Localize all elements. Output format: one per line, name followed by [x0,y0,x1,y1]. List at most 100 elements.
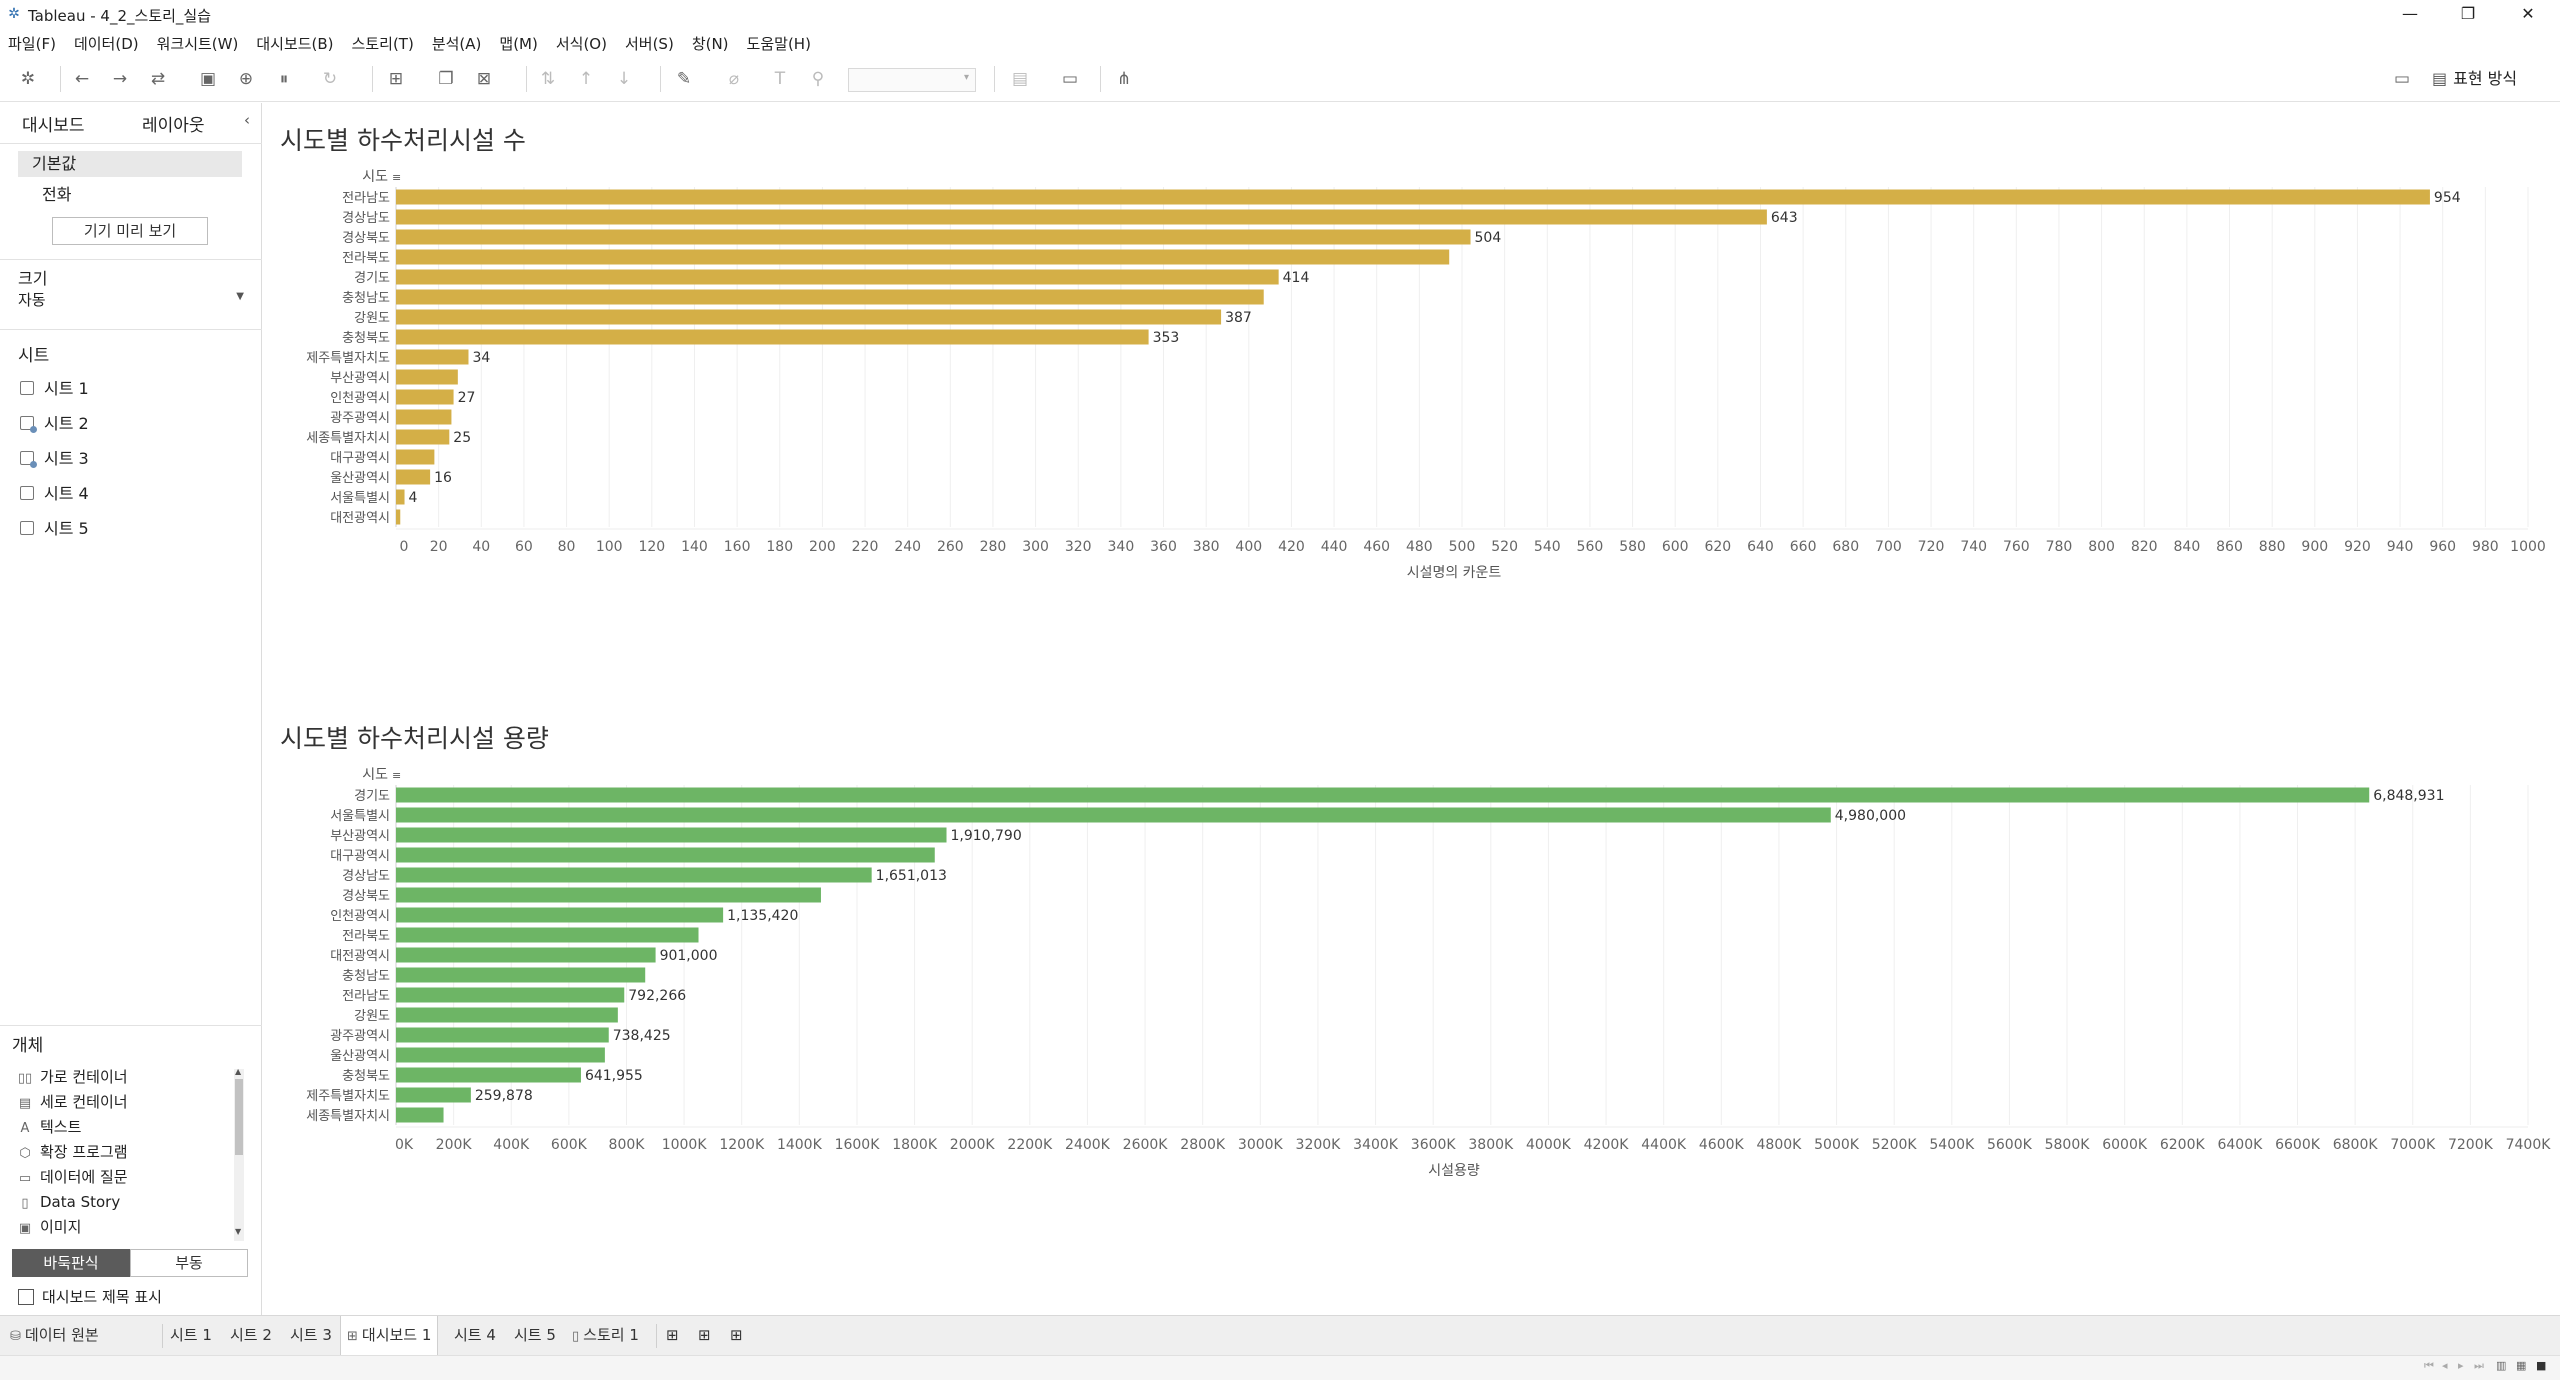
tab-sheet-4[interactable]: 시트 4 [454,1326,496,1344]
tab-story-1[interactable]: ▯ 스토리 1 [566,1316,645,1356]
sheet-sorter-icon[interactable]: ▦ [2516,1359,2527,1372]
highlight-icon[interactable]: ✎ [676,69,692,89]
first-tab-icon[interactable]: ⏮ [2424,1359,2434,1372]
menu-format[interactable]: 서식(O) [555,34,607,53]
show-cards-icon[interactable]: ▤ [1011,69,1029,89]
show-labels-icon[interactable]: T [774,69,786,89]
menu-file[interactable]: 파일(F) [8,34,56,53]
text-icon: A [20,1121,30,1136]
last-tab-icon[interactable]: ⏭ [2474,1359,2484,1372]
sort-ascending-icon[interactable]: ↑ [578,69,594,89]
tab-layout[interactable]: 레이아웃 [142,116,205,136]
device-phone[interactable]: 전화 [42,185,72,204]
menu-dashboard[interactable]: 대시보드(B) [256,34,334,53]
redo-icon[interactable]: → [112,69,128,89]
bar [396,1007,618,1023]
bar [396,489,405,505]
fit-dropdown[interactable]: ▾ [848,68,976,92]
object-image[interactable]: ▣ 이미지 [16,1216,82,1238]
menu-data[interactable]: 데이터(D) [73,34,139,53]
scroll-down-icon[interactable]: ▼ [235,1227,242,1236]
object-extension[interactable]: ⬡ 확장 프로그램 [16,1141,127,1163]
category-label: 세종특별자치시 [306,1109,390,1124]
tab-sheet-3[interactable]: 시트 3 [290,1326,332,1344]
data-label: 34 [472,350,490,366]
undo-icon[interactable]: ← [74,69,90,89]
menu-server[interactable]: 서버(S) [624,34,674,53]
clear-sheet-icon[interactable]: ⊠ [476,69,492,89]
sheet-item-1[interactable]: 시트 1 [20,377,89,401]
device-preview-button[interactable]: 기기 미리 보기 [52,217,208,245]
x-axis-title: 시설명의 카운트 [1407,565,1502,581]
objects-scrollbar[interactable]: ▲ ▼ [234,1067,244,1241]
menu-story[interactable]: 스토리(T) [351,34,414,53]
close-button[interactable]: ✕ [2521,4,2535,23]
sheet-item-4[interactable]: 시트 4 [20,482,89,506]
save-icon[interactable]: ▣ [199,69,217,89]
tiled-button[interactable]: 바둑판식 [12,1249,130,1277]
tooltip-pin-icon[interactable]: ▭ [2393,69,2411,89]
duplicate-sheet-icon[interactable]: ❐ [438,69,454,89]
object-ask-data[interactable]: ▭ 데이터에 질문 [16,1166,128,1188]
refresh-icon[interactable]: ↻ [322,69,338,89]
object-text[interactable]: A 텍스트 [16,1116,82,1138]
swap-rows-columns-icon[interactable]: ⇅ [540,69,556,89]
show-me-button[interactable]: ▤ 표현 방식 [2432,67,2517,91]
minimize-button[interactable]: — [2402,4,2418,23]
checkbox-unchecked[interactable] [18,1289,34,1305]
category-label: 세종특별자치시 [306,431,390,446]
new-worksheet-tab-button[interactable]: ⊞ [660,1316,685,1356]
presentation-mode-icon[interactable]: ▭ [1061,69,1079,89]
new-dashboard-tab-button[interactable]: ⊞ [692,1316,717,1356]
data-label: 27 [458,390,476,406]
pause-updates-icon[interactable]: ⏸ [279,69,289,89]
share-icon[interactable]: ⋔ [1116,69,1132,89]
device-default[interactable]: 기본값 [18,151,242,177]
fix-axes-icon[interactable]: ⚲ [811,69,825,89]
new-worksheet-icon[interactable]: ⊞ [388,69,404,89]
sheet-item-3[interactable]: 시트 3 [20,447,89,471]
maximize-button[interactable]: ❐ [2460,4,2476,23]
show-dashboard-title-checkbox[interactable]: 대시보드 제목 표시 [18,1286,162,1307]
scroll-up-icon[interactable]: ▲ [235,1067,242,1076]
status-bar: ⏮ ◂ ▸ ⏭ ▥ ▦ ■ [0,1355,2560,1380]
tab-dashboard[interactable]: 대시보드 [22,116,85,136]
next-tab-icon[interactable]: ▸ [2458,1359,2464,1372]
tableau-home-icon[interactable]: ✲ [20,69,36,89]
x-tick-label: 2000K [950,1137,996,1153]
replace-data-icon[interactable]: ⇄ [150,69,166,89]
category-label: 대구광역시 [330,849,390,864]
size-dropdown[interactable]: 자동 ▼ [18,289,244,310]
x-tick-label: 1000K [662,1137,708,1153]
tab-dashboard-1[interactable]: ⊞ 대시보드 1 [340,1316,439,1356]
filmstrip-view-icon[interactable]: ▥ [2496,1359,2507,1372]
menu-help[interactable]: 도움말(H) [746,34,811,53]
menu-window[interactable]: 창(N) [691,34,729,53]
tabs-view-icon[interactable]: ■ [2536,1359,2547,1372]
group-members-icon[interactable]: ⌀ [728,69,740,89]
data-label: 504 [1475,230,1502,246]
menu-analysis[interactable]: 분석(A) [431,34,482,53]
collapse-pane-icon[interactable]: ‹ [244,111,250,129]
new-story-tab-button[interactable]: ⊞ [724,1316,749,1356]
object-vertical-container[interactable]: ▤ 세로 컨테이너 [16,1091,128,1113]
sheet-item-2[interactable]: 시트 2 [20,412,89,436]
new-data-source-icon[interactable]: ⊕ [238,69,254,89]
object-data-story[interactable]: ▯ Data Story [16,1191,120,1213]
tab-sheet-5[interactable]: 시트 5 [514,1326,556,1344]
previous-tab-icon[interactable]: ◂ [2442,1359,2448,1372]
object-horizontal-container[interactable]: ▯▯ 가로 컨테이너 [16,1066,128,1088]
menu-map[interactable]: 맵(M) [499,34,538,53]
x-tick-label: 300 [1022,539,1049,555]
tab-data-source[interactable]: ⛁ 데이터 원본 [4,1316,105,1356]
tab-sheet-2[interactable]: 시트 2 [230,1326,272,1344]
x-tick-label: 980 [2472,539,2499,555]
category-label: 경기도 [354,789,390,804]
x-tick-label: 6200K [2160,1137,2206,1153]
floating-button[interactable]: 부동 [130,1249,248,1277]
sheet-item-5[interactable]: 시트 5 [20,517,89,541]
tab-sheet-1[interactable]: 시트 1 [170,1326,212,1344]
sort-descending-icon[interactable]: ↓ [616,69,632,89]
worksheet-filter-icon [20,451,37,468]
menu-worksheet[interactable]: 워크시트(W) [156,34,239,53]
